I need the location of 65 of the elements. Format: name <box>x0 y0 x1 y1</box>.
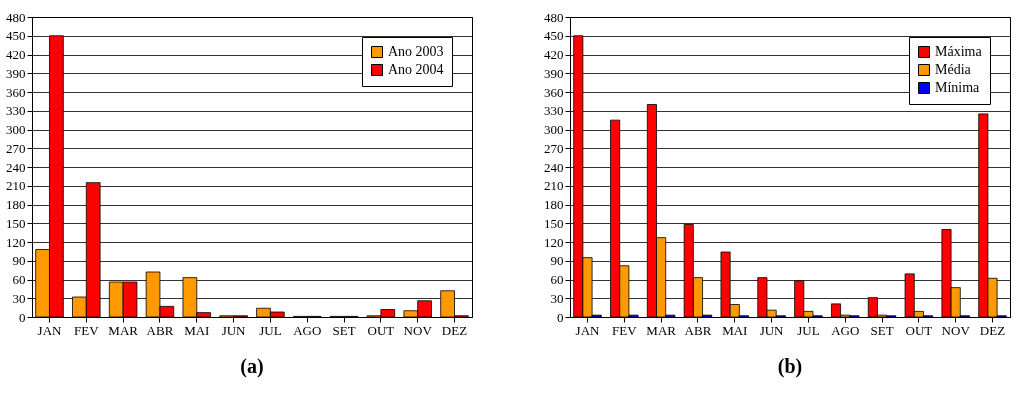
y-tick-label: 90 <box>12 253 26 269</box>
y-tick-label: 120 <box>544 234 564 250</box>
x-tick-label: FEV <box>612 322 638 338</box>
y-tick-label: 120 <box>6 234 26 250</box>
x-tick-label: JUN <box>759 322 785 338</box>
y-tick-label: 210 <box>544 178 564 194</box>
y-tick-label: 390 <box>6 65 26 81</box>
y-tick-label: 420 <box>544 47 564 62</box>
y-tick-label: 360 <box>6 84 26 100</box>
text: (a) <box>240 355 264 378</box>
x-tick-label: NOV <box>941 322 971 338</box>
legend-label: Mínima <box>935 80 981 95</box>
y-tick-label: 240 <box>6 159 26 175</box>
x-tick-label: JAN <box>575 322 601 338</box>
y-tick-label: 240 <box>544 159 564 175</box>
x-tick-label: MAI <box>184 322 210 338</box>
legend-label: Ano 2003 <box>388 44 444 59</box>
y-tick-label: 390 <box>544 65 564 81</box>
legend-label: Ano 2004 <box>388 62 444 77</box>
x-tick-label: MAI <box>722 322 748 338</box>
x-tick-label: JUL <box>797 322 820 338</box>
y-tick-label: 90 <box>550 253 564 269</box>
y-tick-label: 270 <box>544 140 564 156</box>
x-tick-label: DEZ <box>441 322 468 338</box>
y-tick-label: 300 <box>6 122 26 137</box>
x-tick-label: MAR <box>646 322 677 338</box>
legend-label: Média <box>935 62 972 77</box>
text: (b) <box>777 355 803 378</box>
y-tick-label: 150 <box>544 215 564 231</box>
y-tick-label: 150 <box>6 215 26 231</box>
x-tick-label: AGO <box>831 322 860 338</box>
x-tick-label: DEZ <box>979 322 1006 338</box>
x-tick-label: SET <box>332 322 356 338</box>
y-tick-label: 270 <box>6 140 26 156</box>
x-tick-label: NOV <box>403 322 433 338</box>
x-tick-label: JUL <box>259 322 282 338</box>
x-tick-label: OUT <box>367 322 395 338</box>
y-tick-label: 360 <box>544 84 564 100</box>
x-tick-label: OUT <box>905 322 933 338</box>
y-tick-label: 480 <box>6 9 26 25</box>
y-tick-label: 450 <box>6 28 26 44</box>
x-tick-label: ABR <box>684 322 712 338</box>
y-tick-label: 210 <box>6 178 26 194</box>
y-tick-label: 0 <box>19 309 26 325</box>
y-tick-label: 60 <box>550 272 564 287</box>
x-tick-label: ABR <box>146 322 174 338</box>
y-tick-label: 30 <box>550 290 564 306</box>
x-tick-label: JUN <box>221 322 247 338</box>
y-tick-label: 330 <box>544 103 564 119</box>
y-tick-label: 450 <box>544 28 564 44</box>
y-tick-label: 420 <box>6 47 26 62</box>
y-tick-label: 330 <box>6 103 26 119</box>
y-tick-label: 30 <box>12 290 26 306</box>
y-tick-label: 480 <box>544 9 564 25</box>
legend-label: Máxima <box>935 44 983 59</box>
y-tick-label: 180 <box>544 197 564 212</box>
x-tick-label: AGO <box>293 322 322 338</box>
x-tick-label: SET <box>870 322 894 338</box>
y-tick-label: 0 <box>557 309 564 325</box>
y-tick-label: 180 <box>6 197 26 212</box>
x-tick-label: MAR <box>108 322 139 338</box>
y-tick-label: 60 <box>12 272 26 287</box>
y-tick-label: 300 <box>544 122 564 137</box>
x-tick-label: FEV <box>74 322 100 338</box>
x-tick-label: JAN <box>37 322 63 338</box>
